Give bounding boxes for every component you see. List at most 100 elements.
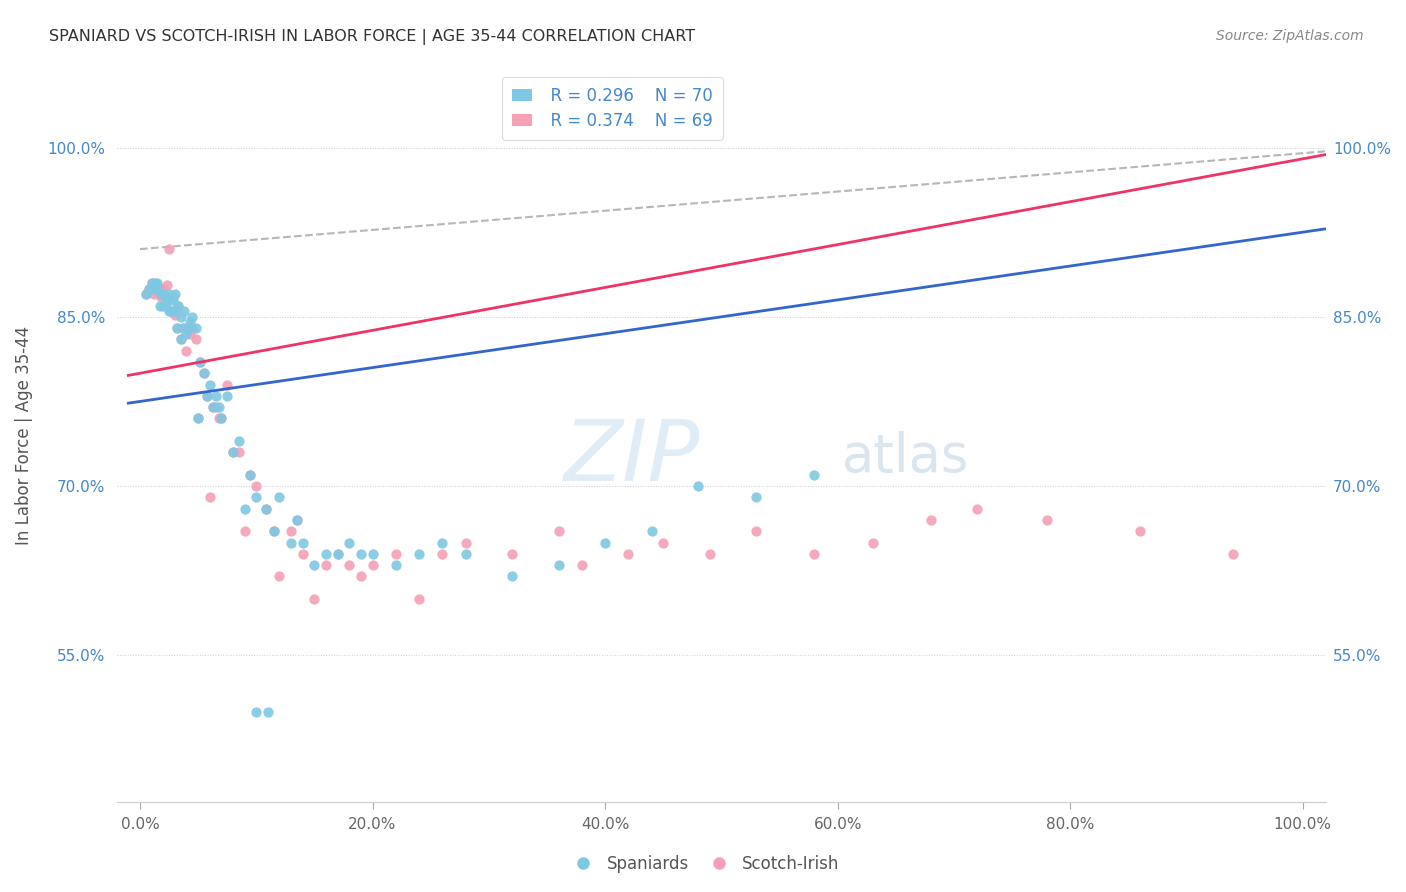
Point [217,377,239,392]
Point [245,491,267,505]
Point [803,547,825,561]
Point [169,310,191,324]
Point [304,558,326,573]
Legend: Spaniards, Scotch-Irish: Spaniards, Scotch-Irish [560,848,846,880]
Point [157,304,180,318]
Point [176,343,198,358]
Point [432,535,454,549]
Point [146,282,169,296]
Point [166,321,188,335]
Point [156,278,179,293]
Point [239,467,262,482]
Point [146,285,169,299]
Point [337,535,360,549]
Point [547,524,569,539]
Point [143,276,166,290]
Point [315,558,337,573]
Point [152,299,174,313]
Point [160,304,183,318]
Point [152,282,174,296]
Point [745,491,768,505]
Point [198,377,221,392]
Point [163,308,186,322]
Point [181,310,204,324]
Point [285,513,308,527]
Point [1129,524,1152,539]
Point [193,366,215,380]
Point [350,569,373,583]
Point [138,282,160,296]
Point [257,705,280,719]
Point [193,366,215,380]
Point [315,547,337,561]
Point [245,705,267,719]
Point [157,242,180,256]
Point [156,293,179,307]
Point [593,535,616,549]
Point [699,547,721,561]
Point [184,332,207,346]
Point [254,501,277,516]
Point [169,332,191,346]
Text: SPANIARD VS SCOTCH-IRISH IN LABOR FORCE | AGE 35-44 CORRELATION CHART: SPANIARD VS SCOTCH-IRISH IN LABOR FORCE … [49,29,696,45]
Point [209,411,232,425]
Point [187,411,209,425]
Point [142,287,165,301]
Point [228,445,250,459]
Point [197,389,219,403]
Point [190,355,212,369]
Point [172,321,194,335]
Point [149,287,172,301]
Point [254,501,277,516]
Point [141,276,163,290]
Point [408,591,430,606]
Point [176,326,198,341]
Point [143,278,166,293]
Point [162,289,184,303]
Point [135,287,157,301]
Point [350,547,373,561]
Point [640,524,662,539]
Point [177,321,200,335]
Point [617,547,640,561]
Point [1036,513,1059,527]
Point [228,434,250,448]
Point [291,547,314,561]
Point [135,287,157,301]
Point [547,558,569,573]
Point [280,524,302,539]
Point [454,547,477,561]
Point [263,524,285,539]
Point [167,299,190,313]
Point [149,282,172,296]
Point [384,558,406,573]
Point [280,535,302,549]
Point [652,535,675,549]
Text: Source: ZipAtlas.com: Source: ZipAtlas.com [1216,29,1364,43]
Point [179,316,201,330]
Legend:   R = 0.296    N = 70,   R = 0.374    N = 69: R = 0.296 N = 70, R = 0.374 N = 69 [502,77,723,139]
Point [155,289,177,303]
Point [966,501,988,516]
Point [184,321,207,335]
Point [208,400,231,414]
Point [163,287,186,301]
Point [501,547,523,561]
Point [208,411,231,425]
Text: ZIP: ZIP [564,416,700,499]
Point [209,411,232,425]
Point [141,276,163,290]
Y-axis label: In Labor Force | Age 35-44: In Labor Force | Age 35-44 [15,326,32,545]
Point [204,400,226,414]
Point [263,524,285,539]
Point [160,304,183,318]
Point [181,321,204,335]
Point [197,389,219,403]
Point [162,293,184,307]
Point [149,299,172,313]
Point [152,287,174,301]
Point [138,282,160,296]
Point [337,558,360,573]
Point [217,389,239,403]
Point [432,547,454,561]
